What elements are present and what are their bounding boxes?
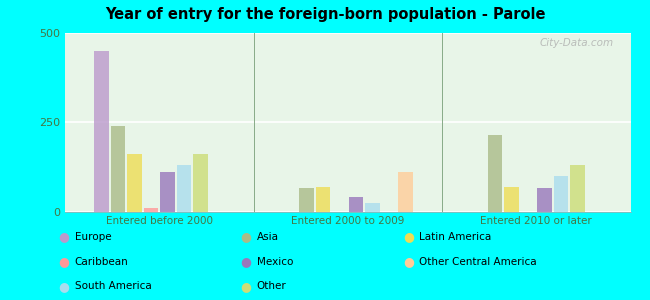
Bar — [299, 188, 314, 212]
Text: Year of entry for the foreign-born population - Parole: Year of entry for the foreign-born popul… — [105, 8, 545, 22]
Text: Asia: Asia — [257, 232, 279, 242]
Text: ●: ● — [58, 230, 70, 244]
Text: ●: ● — [240, 230, 252, 244]
Bar — [160, 172, 175, 212]
Bar — [348, 197, 363, 212]
Bar — [365, 202, 380, 211]
Bar — [398, 172, 413, 212]
Text: Europe: Europe — [75, 232, 111, 242]
Bar — [554, 176, 568, 211]
Text: Other: Other — [257, 281, 287, 291]
Bar — [94, 51, 109, 211]
Text: ●: ● — [58, 255, 70, 268]
Bar — [537, 188, 552, 212]
Text: City-Data.com: City-Data.com — [540, 38, 614, 48]
Text: Mexico: Mexico — [257, 256, 293, 267]
Text: ●: ● — [58, 280, 70, 293]
Bar — [144, 208, 159, 211]
Bar — [111, 126, 125, 212]
Text: ●: ● — [240, 280, 252, 293]
Text: Latin America: Latin America — [419, 232, 491, 242]
Text: ●: ● — [240, 255, 252, 268]
Bar — [177, 165, 191, 211]
Text: ●: ● — [403, 255, 414, 268]
Bar — [316, 187, 330, 211]
Text: South America: South America — [75, 281, 151, 291]
Text: Caribbean: Caribbean — [75, 256, 129, 267]
Bar — [504, 187, 519, 211]
Bar — [193, 154, 208, 212]
Bar — [127, 154, 142, 212]
Text: ●: ● — [403, 230, 414, 244]
Bar — [570, 165, 585, 211]
Text: Other Central America: Other Central America — [419, 256, 537, 267]
Bar — [488, 135, 502, 212]
